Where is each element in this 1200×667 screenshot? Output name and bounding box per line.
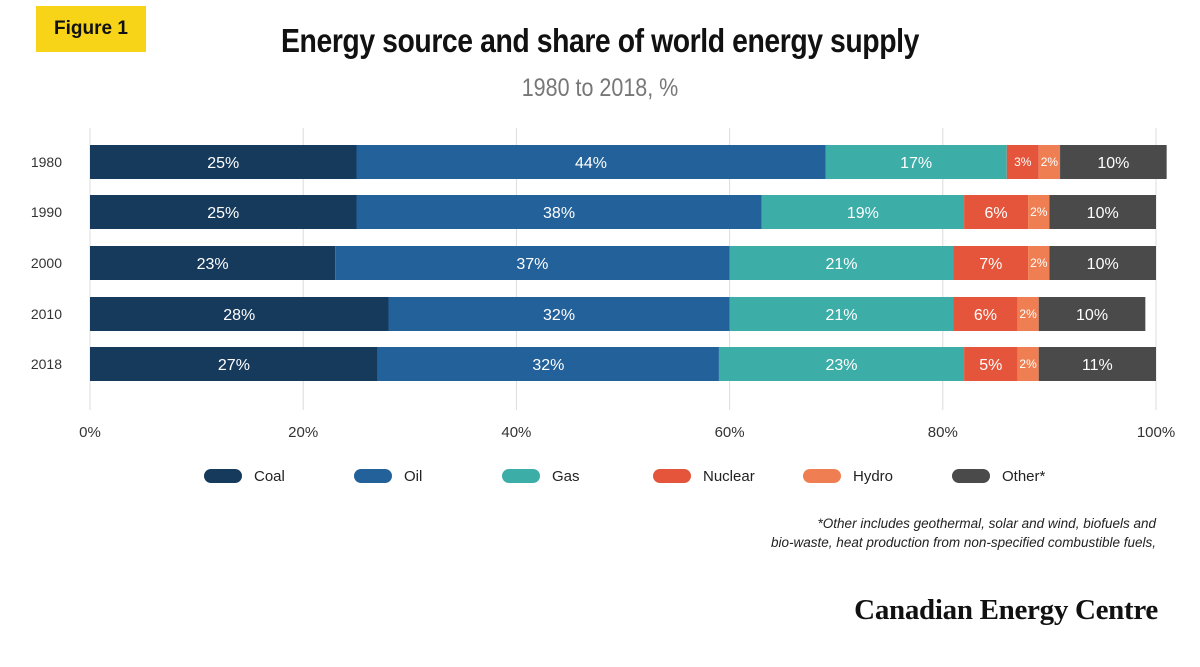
bar-segment-coal — [90, 347, 378, 381]
legend-swatch — [803, 469, 841, 483]
legend-label: Gas — [552, 467, 580, 485]
bar-segment-oil — [335, 246, 730, 280]
legend-item: Gas — [502, 464, 580, 488]
bar-segment-gas — [718, 347, 965, 381]
data-label: 6% — [974, 307, 997, 324]
legend-swatch — [502, 469, 540, 483]
bar-segment-oil — [356, 145, 826, 179]
y-category-label: 2018 — [31, 356, 62, 372]
data-label: 27% — [218, 357, 250, 374]
bar-segment-nuclear — [964, 347, 1018, 381]
data-label: 38% — [543, 205, 575, 222]
bar-segment-hydro — [1038, 145, 1061, 179]
data-label: 2% — [1019, 307, 1037, 321]
y-category-label: 1980 — [31, 154, 62, 170]
bar-segment-gas — [761, 195, 965, 229]
legend-swatch — [354, 469, 392, 483]
bar-segment-hydro — [1017, 347, 1039, 381]
legend-label: Nuclear — [703, 467, 755, 485]
legend-label: Coal — [254, 467, 285, 485]
data-label: 25% — [207, 155, 239, 172]
footnote-line-1: *Other includes geothermal, solar and wi… — [817, 516, 1156, 531]
legend-label: Other* — [1002, 467, 1046, 485]
bar-segment-hydro — [1017, 297, 1039, 331]
bar-segment-oil — [377, 347, 719, 381]
data-label: 3% — [1014, 155, 1032, 169]
bar-segment-gas — [729, 246, 954, 280]
data-label: 23% — [826, 357, 858, 374]
y-category-label: 2000 — [31, 255, 62, 271]
x-tick-label: 20% — [288, 424, 318, 441]
data-label: 25% — [207, 205, 239, 222]
y-category-label: 1990 — [31, 204, 62, 220]
data-label: 32% — [543, 307, 575, 324]
data-label: 21% — [826, 307, 858, 324]
legend-item: Coal — [204, 464, 285, 488]
bar-segment-hydro — [1028, 246, 1050, 280]
bar-segment-hydro — [1028, 195, 1050, 229]
data-label: 10% — [1087, 205, 1119, 222]
data-label: 2% — [1030, 205, 1048, 219]
bar-segment-gas — [729, 297, 954, 331]
data-label: 10% — [1076, 307, 1108, 324]
x-tick-label: 60% — [715, 424, 745, 441]
legend-item: Oil — [354, 464, 422, 488]
bar-segment-other — [1060, 145, 1167, 179]
data-label: 23% — [197, 256, 229, 273]
data-label: 19% — [847, 205, 879, 222]
brand-logo: Canadian Energy Centre — [854, 594, 1158, 626]
legend-item: Hydro — [803, 464, 893, 488]
figure-badge: Figure 1 — [36, 6, 146, 52]
x-tick-label: 80% — [928, 424, 958, 441]
legend-item: Other* — [952, 464, 1045, 488]
legend-item: Nuclear — [653, 464, 755, 488]
legend-label: Hydro — [853, 467, 894, 485]
bar-segment-gas — [825, 145, 1007, 179]
data-label: 7% — [979, 256, 1002, 273]
data-label: 10% — [1087, 256, 1119, 273]
x-tick-label: 100% — [1137, 424, 1175, 441]
data-label: 28% — [223, 307, 255, 324]
data-label: 2% — [1041, 155, 1059, 169]
bar-segment-coal — [90, 297, 389, 331]
bar-segment-coal — [90, 195, 357, 229]
legend-swatch — [653, 469, 691, 483]
bar-segment-nuclear — [964, 195, 1029, 229]
data-label: 17% — [900, 155, 932, 172]
bar-segment-other — [1038, 347, 1156, 381]
x-tick-label: 40% — [501, 424, 531, 441]
bar-segment-other — [1049, 195, 1156, 229]
bar-segment-oil — [388, 297, 730, 331]
footnote: *Other includes geothermal, solar and wi… — [556, 514, 1156, 552]
y-category-label: 2010 — [31, 306, 62, 322]
stacked-bar-chart: 0% 20% 40% 60% 80% 100% 1980 25% 44% 17% 3% 2% 10% 19… — [31, 128, 1175, 441]
data-label: 2% — [1019, 357, 1037, 371]
chart-title: Energy source and share of world energy … — [281, 22, 919, 59]
data-label: 2% — [1030, 256, 1048, 270]
bar-segment-nuclear — [953, 246, 1029, 280]
data-label: 37% — [516, 256, 548, 273]
x-tick-label: 0% — [79, 424, 101, 441]
footnote-line-2: bio-waste, heat production from non-spec… — [771, 535, 1156, 550]
data-label: 32% — [532, 357, 564, 374]
data-label: 6% — [985, 205, 1008, 222]
bar-segment-coal — [90, 145, 357, 179]
bar-segment-coal — [90, 246, 336, 280]
data-label: 5% — [979, 357, 1002, 374]
bar-segment-other — [1049, 246, 1156, 280]
chart-subtitle: 1980 to 2018, % — [521, 74, 679, 102]
bar-segment-other — [1038, 297, 1146, 331]
data-label: 10% — [1097, 155, 1129, 172]
data-label: 44% — [575, 155, 607, 172]
bar-segment-nuclear — [1006, 145, 1039, 179]
legend-label: Oil — [404, 467, 423, 485]
bar-segment-nuclear — [953, 297, 1018, 331]
data-label: 21% — [826, 256, 858, 273]
chart-legend: Coal Oil Gas Nuclear Hydro Other* — [0, 464, 1200, 488]
legend-swatch — [204, 469, 242, 483]
data-label: 11% — [1082, 357, 1113, 374]
legend-swatch — [952, 469, 990, 483]
bar-segment-oil — [356, 195, 762, 229]
